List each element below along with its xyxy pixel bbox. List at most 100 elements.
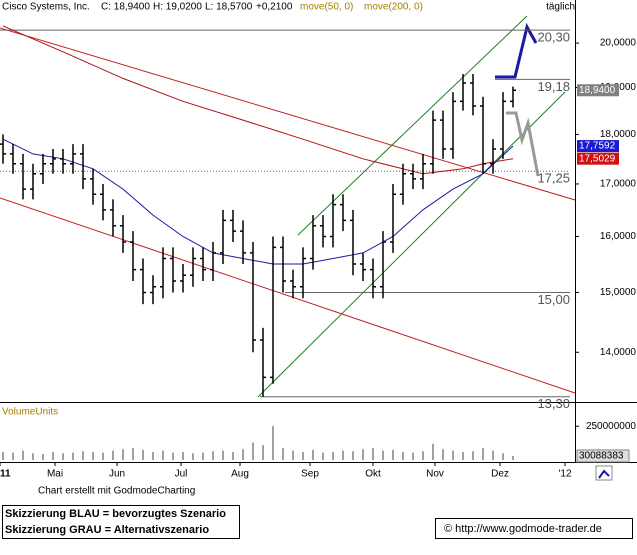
ohlc-bar [150, 275, 156, 305]
x-tick-label: Nov [426, 469, 444, 480]
ohlc-bar [320, 215, 326, 248]
ohlc-bar [490, 139, 496, 174]
legend-entry: move(200, 0) [364, 2, 423, 13]
copyright: © http://www.godmode-trader.de [444, 523, 602, 535]
credit: Chart erstellt mit GodmodeCharting [38, 486, 195, 497]
level-label: 20,30 [537, 30, 570, 45]
change-label: +0,2100 [256, 2, 293, 13]
y-tick-label: 18,0000 [600, 129, 637, 140]
ohlc-bar [250, 241, 256, 353]
legend-box [2, 505, 240, 539]
trend-lines [0, 15, 576, 398]
ohlc-bar [430, 110, 436, 174]
ohlc-bar [50, 148, 56, 174]
x-tick-label: Sep [301, 469, 319, 480]
x-tick-label: Mai [47, 469, 63, 480]
ohlc-bar [110, 199, 116, 237]
ohlc-bar [80, 144, 86, 190]
x-tick-label: Dez [491, 469, 509, 480]
ohlc-bar [10, 144, 16, 174]
ohlc-bar [270, 236, 276, 384]
legend-entry: move(50, 0) [300, 2, 353, 13]
y-tick-label: 15,0000 [600, 287, 637, 298]
ohlc-bar [480, 96, 486, 174]
y-tick-label: 16,0000 [600, 231, 637, 242]
low-label: L: 18,5700 [205, 2, 253, 13]
ohlc-bar [370, 258, 376, 299]
interval: täglich [546, 2, 575, 13]
x-tick-label: Okt [365, 469, 381, 480]
y-tick-label: 17,0000 [600, 179, 637, 190]
legend-gray: Skizzierung GRAU = Alternativszenario [5, 524, 209, 536]
ohlc-bar [100, 183, 106, 221]
level-label: 17,25 [537, 171, 570, 186]
ohlc-bar [290, 269, 296, 299]
ohlc-bar [450, 92, 456, 159]
moving-average [2, 25, 514, 175]
price-tag [577, 140, 619, 153]
level-label: 15,00 [537, 292, 570, 307]
y-tick-label: 14,0000 [600, 347, 637, 358]
price-tag-label: 17,5029 [579, 153, 616, 164]
ohlc-bar [70, 144, 76, 174]
volume-title: VolumeUnits [2, 407, 58, 418]
ohlc-bar [350, 209, 356, 276]
copyright-box [435, 518, 633, 539]
x-tick-label: Aug [231, 469, 249, 480]
ohlc-bar [260, 327, 266, 397]
y-tick-label: 20,0000 [600, 38, 637, 49]
x-tick-label: Jun [109, 469, 125, 480]
trend-line [0, 197, 576, 394]
ohlc-bar [210, 241, 216, 281]
ohlc-bar [410, 163, 416, 190]
volume-tag [576, 449, 630, 463]
legend-blue: Skizzierung BLAU = bevorzugtes Szenario [5, 508, 226, 520]
ohlc-bar [60, 148, 66, 174]
icon [595, 465, 613, 481]
trend-line [0, 27, 576, 201]
ohlc-bar [200, 247, 206, 281]
ohlc-bar [190, 247, 196, 287]
ohlc-bar [500, 92, 506, 159]
ohlc-bar [0, 134, 6, 164]
ohlc-bar [380, 231, 386, 299]
ohlc-bar [230, 209, 236, 242]
price-tag [577, 152, 619, 165]
ohlc-bar [340, 194, 346, 232]
ohlc-bar [300, 247, 306, 299]
price-tag-label: 18,9400 [579, 85, 616, 96]
scenario-gray [506, 111, 540, 177]
x-tick-label: '12 [558, 469, 571, 480]
ohlc-bar [30, 163, 36, 200]
price-tag-label: 17,7592 [579, 141, 616, 152]
high-label: H: 19,0200 [153, 2, 202, 13]
ohlc-bar [20, 153, 26, 200]
ohlc-bar [180, 264, 186, 293]
volume-tag-label: 30088383 [579, 451, 624, 462]
ohlc-bar [220, 209, 226, 265]
ohlc-bar [280, 236, 286, 293]
ohlc-bar [310, 215, 316, 270]
ohlc-bar [510, 86, 516, 108]
ohlc-bar [130, 231, 136, 281]
ohlc-bar [330, 194, 336, 248]
trend-line [257, 91, 566, 398]
ohlc-bar [240, 220, 246, 265]
ohlc-bar [440, 110, 446, 159]
price-tag [577, 84, 619, 97]
y-tick-label: 250000000 [586, 421, 636, 432]
symbol: Cisco Systems, Inc. [2, 2, 90, 13]
x-tick-label: Jul [175, 469, 188, 480]
ohlc-bar [390, 183, 396, 253]
ohlc-bar [460, 73, 466, 111]
ohlc-bar [90, 168, 96, 205]
moving-average [2, 138, 514, 265]
x-tick-label: 11 [0, 469, 11, 480]
ohlc-bar [420, 153, 426, 190]
close-label: C: 18,9400 [101, 2, 150, 13]
ohlc-bar [360, 252, 366, 281]
ohlc-bar [170, 247, 176, 293]
ohlc-bar [40, 153, 46, 184]
